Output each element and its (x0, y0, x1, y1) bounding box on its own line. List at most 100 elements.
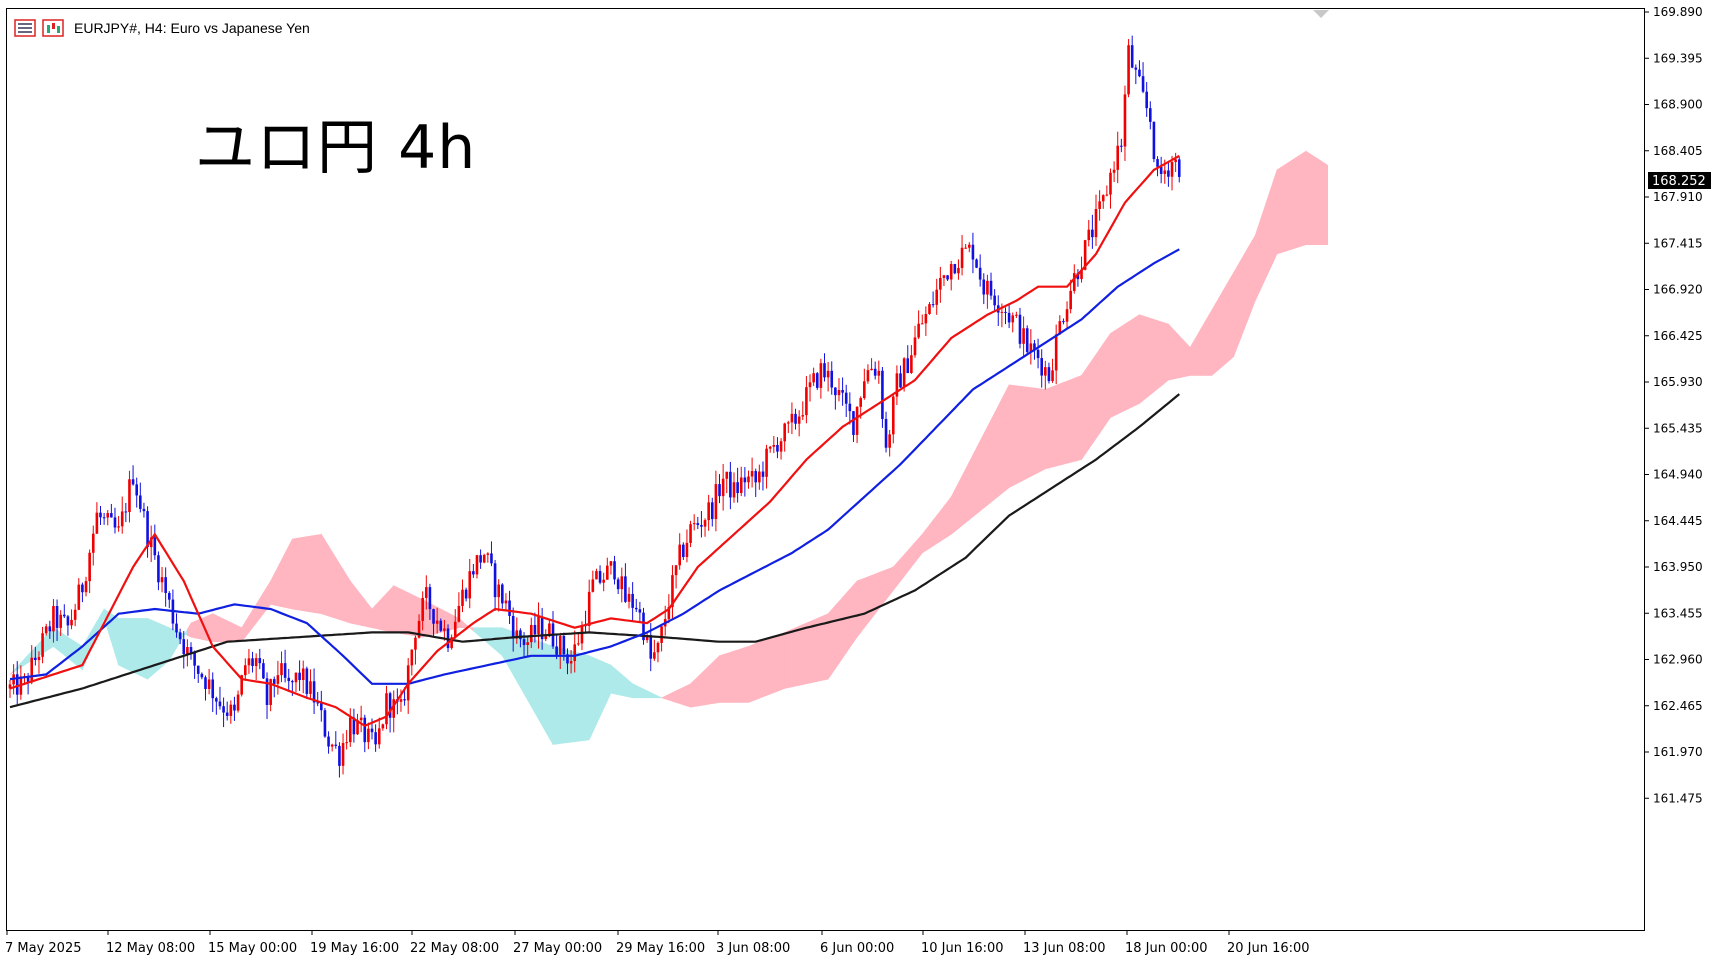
cloud-segment (288, 538, 293, 610)
candle-body (341, 743, 345, 766)
cloud-segment (1019, 385, 1024, 483)
cloud-segment (715, 655, 720, 704)
cloud-segment (404, 590, 409, 636)
candle-body (200, 673, 204, 678)
candle-body (508, 600, 511, 616)
candle-body (175, 623, 178, 633)
candle-body (537, 616, 540, 635)
cloud-segment (994, 405, 999, 500)
candle-body (377, 728, 381, 745)
candle-body (117, 526, 120, 528)
cloud-segment (559, 647, 565, 744)
candle-body (714, 484, 718, 520)
candle-body (63, 614, 66, 617)
candle-body (233, 704, 236, 711)
price-tick-label: 166.920 (1653, 283, 1703, 297)
candle-body (139, 495, 142, 509)
cloud-segment (693, 676, 699, 707)
cloud-segment (1095, 348, 1100, 440)
candle-body (468, 571, 472, 599)
cloud-segment (1226, 277, 1231, 364)
candle-body (66, 616, 70, 626)
candle-body (595, 571, 598, 580)
candle-body (754, 471, 758, 483)
cloud-segment (1302, 150, 1307, 247)
cloud-segment (317, 533, 322, 615)
cloud-segment (784, 630, 789, 689)
price-tick-label: 169.395 (1653, 51, 1703, 65)
candle-body (671, 575, 674, 608)
candle-body (765, 448, 768, 477)
cloud-segment (1276, 167, 1281, 255)
cloud-segment (672, 690, 677, 703)
cloud-segment (1026, 386, 1032, 479)
cloud-segment (958, 475, 963, 530)
cloud-segment (791, 627, 796, 688)
cloud-segment (121, 618, 127, 670)
candle-body (866, 370, 870, 382)
cloud-segment (961, 468, 966, 527)
candle-body (899, 373, 902, 388)
cloud-segment (339, 562, 344, 622)
cloud-segment (1088, 358, 1093, 451)
candle-body (1080, 269, 1083, 280)
candle-body (363, 717, 367, 743)
candle-body (287, 677, 291, 682)
candle-body (852, 411, 855, 435)
candle-body (370, 728, 374, 733)
candle-body (794, 413, 797, 424)
candle-body (895, 373, 899, 397)
price-chart-icon[interactable] (42, 19, 64, 37)
cloud-segment (769, 636, 775, 695)
candle-body (863, 381, 866, 399)
cloud-segment (223, 618, 228, 643)
cloud-segment (968, 454, 974, 521)
cloud-segment (375, 600, 380, 630)
candle-body (167, 593, 171, 600)
candle-body (464, 589, 468, 599)
candle-body (917, 323, 920, 338)
candle-body (91, 533, 95, 553)
cloud-segment (237, 625, 242, 643)
cloud-segment (1008, 384, 1014, 489)
candle-body (486, 553, 490, 555)
candle-body (627, 593, 631, 602)
candle-body (497, 584, 500, 598)
candle-body (645, 635, 649, 641)
candle-body (939, 277, 942, 290)
candle-body (178, 632, 182, 640)
cloud-segment (708, 662, 713, 705)
cloud-segment (212, 613, 217, 643)
candle-body (1127, 45, 1130, 95)
cloud-segment (639, 686, 644, 699)
cloud-segment (349, 580, 355, 625)
chart-list-icon[interactable] (14, 19, 36, 37)
candle-body (949, 264, 953, 280)
candle-body (41, 633, 44, 657)
candle-body (149, 537, 153, 548)
cloud-segment (360, 594, 366, 627)
candle-body (787, 422, 790, 424)
cloud-segment (549, 644, 554, 746)
cloud-segment (856, 579, 862, 638)
cloud-segment (1218, 290, 1223, 370)
candle-body (1138, 69, 1141, 77)
cloud-segment (1037, 388, 1042, 474)
cloud-segment (277, 559, 282, 608)
candle-body (953, 264, 957, 274)
time-tick-label: 20 Jun 16:00 (1227, 941, 1310, 956)
price-tick-label: 161.475 (1653, 791, 1703, 805)
candle-body (265, 678, 269, 706)
candle-body (244, 665, 247, 676)
cloud-segment (737, 648, 742, 703)
candle-body (120, 511, 124, 527)
cloud-segment (1240, 252, 1245, 339)
cloud-segment (1254, 224, 1260, 301)
candle-body (616, 579, 620, 590)
price-tick-label: 163.950 (1653, 560, 1703, 574)
cloud-segment (1023, 386, 1028, 481)
candle-body (1058, 321, 1062, 335)
candle-body (1069, 290, 1072, 310)
cloud-segment (751, 643, 757, 702)
